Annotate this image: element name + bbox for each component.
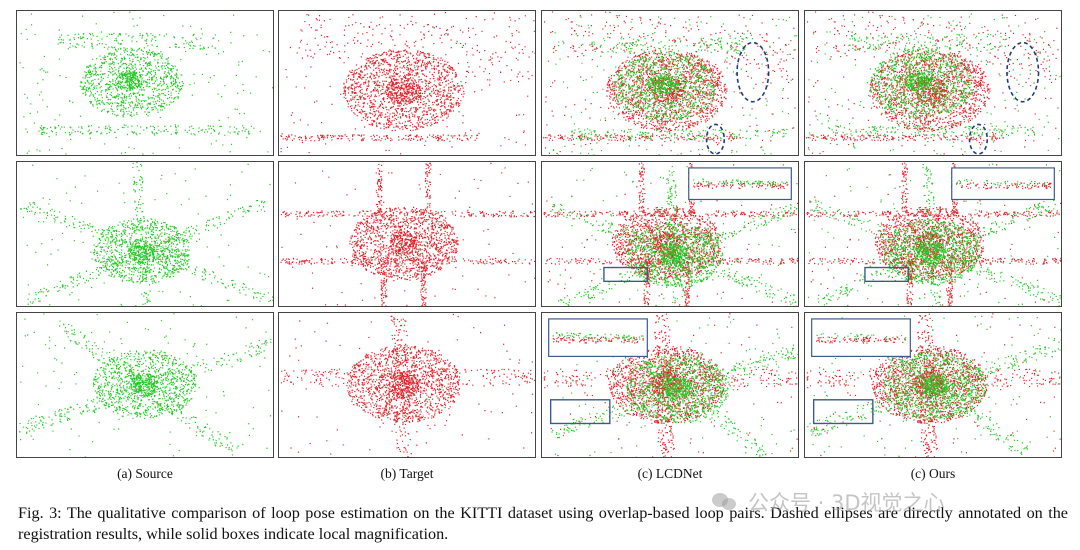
point-cloud — [19, 11, 273, 155]
dashed-ellipse — [1006, 41, 1040, 103]
solid-box — [812, 399, 874, 425]
point-cloud — [280, 162, 535, 306]
panel-r2-c2 — [278, 161, 536, 307]
panel-r2-c1 — [16, 161, 274, 307]
panel-r2-c4 — [804, 161, 1062, 307]
point-cloud — [806, 313, 1061, 457]
solid-box — [603, 266, 649, 283]
panel-r3-c1 — [16, 312, 274, 458]
figure-grid: (a) Source (b) Target (c) LCDNet (c) Ours — [16, 10, 1062, 486]
point-cloud — [805, 11, 1061, 155]
figure-caption: Fig. 3: The qualitative comparison of lo… — [18, 504, 1068, 543]
panel-r3-c2 — [278, 312, 536, 458]
point-cloud — [806, 162, 1061, 306]
column-label: (c) Ours — [910, 466, 956, 481]
panel-r3-c4 — [804, 312, 1062, 458]
column-label: (b) Target — [380, 466, 434, 481]
dashed-ellipse — [968, 123, 989, 155]
solid-box — [549, 399, 611, 425]
dashed-ellipse — [736, 41, 770, 103]
panel-r1-c2 — [278, 10, 536, 156]
column-label: (c) LCDNet — [637, 466, 703, 481]
point-cloud — [543, 162, 798, 306]
dashed-ellipse — [705, 123, 726, 155]
solid-box — [864, 266, 910, 283]
point-cloud — [543, 313, 798, 457]
panel-r1-c4 — [804, 10, 1062, 156]
panel-r1-c3 — [541, 10, 799, 156]
column-label: (a) Source — [117, 466, 173, 481]
panel-r3-c3 — [541, 312, 799, 458]
magnified-inset — [688, 167, 792, 201]
point-cloud — [18, 313, 272, 457]
magnified-inset — [811, 318, 911, 357]
point-cloud — [280, 313, 535, 457]
point-cloud — [280, 11, 535, 155]
panel-r2-c3 — [541, 161, 799, 307]
point-cloud — [20, 162, 273, 306]
panel-r1-c1 — [16, 10, 274, 156]
point-cloud — [542, 11, 797, 155]
